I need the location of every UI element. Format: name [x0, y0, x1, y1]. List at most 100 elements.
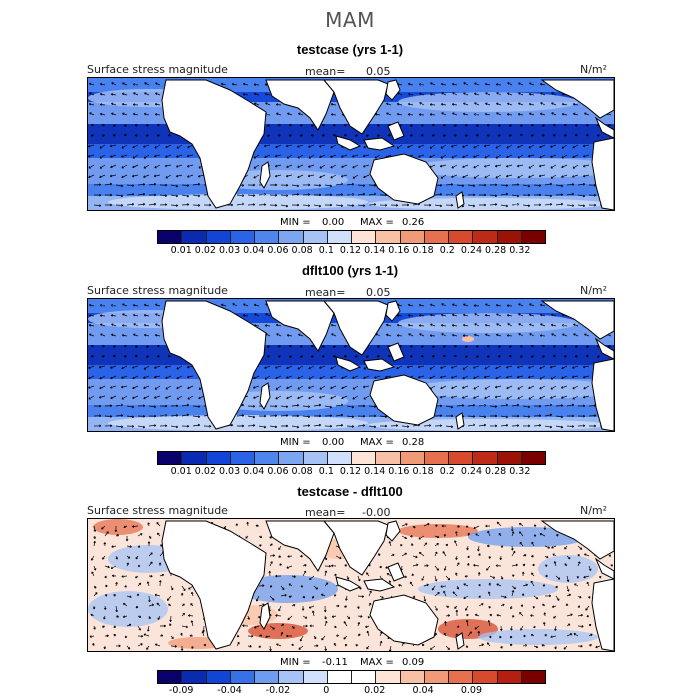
- wind-vector: [307, 174, 315, 178]
- wind-vector: [523, 634, 526, 638]
- wind-vector: [276, 333, 282, 337]
- wind-vector: [137, 582, 142, 587]
- wind-vector: [122, 602, 128, 607]
- wind-vector: [190, 591, 194, 597]
- wind-vector: [313, 204, 322, 208]
- wind-vector: [340, 174, 348, 178]
- colorbar-tick-label: 0.08: [291, 466, 313, 477]
- wind-vector: [444, 620, 447, 627]
- wind-vector: [452, 591, 458, 597]
- wind-vector: [115, 644, 121, 648]
- stress-maximum: [108, 194, 368, 210]
- wind-vector: [441, 92, 447, 96]
- wind-vector: [254, 313, 260, 317]
- stress-maximum: [398, 313, 578, 333]
- wind-vector: [288, 344, 293, 348]
- wind-vector: [429, 144, 436, 149]
- wind-vector: [499, 625, 503, 631]
- wind-vector: [101, 354, 106, 358]
- wind-vector: [366, 645, 370, 650]
- wind-vector: [93, 204, 102, 207]
- wind-vector: [531, 554, 535, 558]
- wind-vector: [529, 323, 535, 327]
- wind-vector: [561, 324, 568, 327]
- wind-vector: [165, 385, 172, 390]
- wind-vector: [577, 554, 580, 557]
- wind-vector: [88, 102, 95, 106]
- wind-vector: [390, 204, 399, 207]
- panel-1-max-label: MAX =: [360, 217, 394, 228]
- wind-vector: [147, 522, 150, 527]
- wind-vector: [545, 574, 548, 578]
- wind-vector: [291, 425, 300, 429]
- wind-vector: [242, 93, 249, 96]
- wind-vector: [264, 365, 271, 369]
- wind-vector: [561, 164, 568, 169]
- wind-vector: [99, 304, 106, 307]
- wind-vector: [379, 595, 384, 599]
- wind-vector: [148, 405, 157, 409]
- wind-vector: [497, 134, 502, 137]
- wind-vector: [321, 354, 326, 358]
- wind-vector: [532, 563, 536, 567]
- wind-vector: [246, 521, 249, 527]
- colorbar-tick-label: 0.1: [318, 466, 334, 477]
- wind-vector: [519, 531, 524, 537]
- maritime-continent-landmass: [335, 562, 405, 592]
- wind-vector: [143, 303, 150, 307]
- wind-vector: [450, 395, 458, 399]
- wind-vector: [566, 192, 575, 196]
- wind-vector: [269, 595, 275, 601]
- wind-vector: [582, 174, 590, 178]
- wind-vector: [105, 203, 113, 207]
- wind-vector: [473, 375, 480, 379]
- wind-vector: [478, 423, 487, 427]
- wind-vector: [247, 634, 254, 638]
- wind-vector: [181, 625, 189, 629]
- wind-vector: [143, 174, 150, 178]
- wind-vector: [100, 333, 106, 337]
- wind-vector: [165, 395, 172, 399]
- wind-vector: [489, 194, 498, 198]
- wind-vector: [254, 625, 260, 629]
- wind-vector: [137, 425, 146, 429]
- wind-vector: [544, 555, 549, 559]
- wind-vector: [474, 323, 480, 327]
- wind-vector: [456, 525, 460, 528]
- wind-vector: [462, 365, 469, 370]
- wind-vector: [181, 184, 190, 187]
- wind-vector: [577, 424, 586, 428]
- wind-vector: [495, 303, 502, 307]
- wind-vector: [330, 164, 337, 169]
- panel-3-max-value: 0.09: [402, 657, 425, 668]
- wind-vector: [496, 583, 502, 587]
- wind-vector: [287, 615, 293, 621]
- colorbar-swatch: [424, 231, 449, 243]
- wind-vector: [528, 144, 535, 149]
- wind-vector: [572, 112, 579, 116]
- wind-vector: [544, 202, 553, 206]
- colorbar-tick-label: 0.1: [318, 245, 334, 256]
- wind-vector: [407, 92, 414, 96]
- stress-maximum: [368, 419, 608, 431]
- wind-vector: [268, 570, 272, 577]
- wind-vector: [496, 613, 502, 617]
- wind-vector: [321, 635, 326, 641]
- wind-vector: [519, 124, 524, 127]
- wind-vector: [330, 174, 337, 179]
- wind-vector: [90, 344, 95, 348]
- wind-vector: [577, 545, 583, 550]
- wind-vector: [245, 535, 249, 539]
- wind-vector: [522, 563, 526, 567]
- wind-vector: [135, 575, 139, 579]
- wind-vector: [236, 202, 245, 206]
- wind-vector: [511, 531, 515, 537]
- wind-vector: [297, 164, 304, 168]
- wind-vector: [423, 424, 432, 427]
- wind-vector: [299, 123, 304, 127]
- wind-vector: [374, 375, 381, 379]
- wind-vector: [429, 334, 436, 337]
- australia-landmass: [369, 594, 439, 646]
- wind-vector: [125, 535, 129, 542]
- wind-vector: [146, 581, 150, 587]
